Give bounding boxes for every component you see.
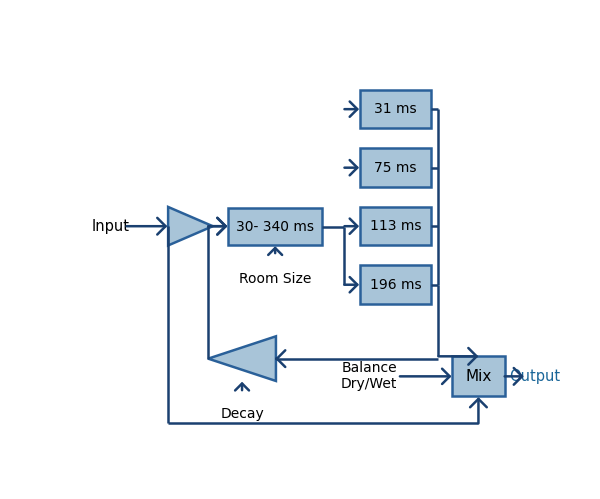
Text: 30- 340 ms: 30- 340 ms bbox=[236, 220, 314, 234]
Bar bbox=[228, 209, 322, 246]
Text: Decay: Decay bbox=[220, 407, 264, 421]
Text: 75 ms: 75 ms bbox=[374, 161, 417, 175]
Text: Room Size: Room Size bbox=[239, 271, 311, 285]
Bar bbox=[360, 148, 431, 187]
Polygon shape bbox=[208, 336, 276, 381]
Text: Output: Output bbox=[509, 369, 560, 384]
Bar bbox=[360, 207, 431, 246]
Text: Input: Input bbox=[92, 219, 130, 234]
Bar bbox=[360, 90, 431, 128]
Bar bbox=[360, 265, 431, 304]
Text: 196 ms: 196 ms bbox=[370, 278, 421, 292]
Text: Balance
Dry/Wet: Balance Dry/Wet bbox=[341, 361, 397, 391]
Text: Mix: Mix bbox=[465, 369, 491, 384]
Polygon shape bbox=[168, 207, 213, 246]
Text: 113 ms: 113 ms bbox=[370, 219, 421, 233]
Bar bbox=[452, 356, 505, 396]
Text: 31 ms: 31 ms bbox=[374, 102, 417, 116]
